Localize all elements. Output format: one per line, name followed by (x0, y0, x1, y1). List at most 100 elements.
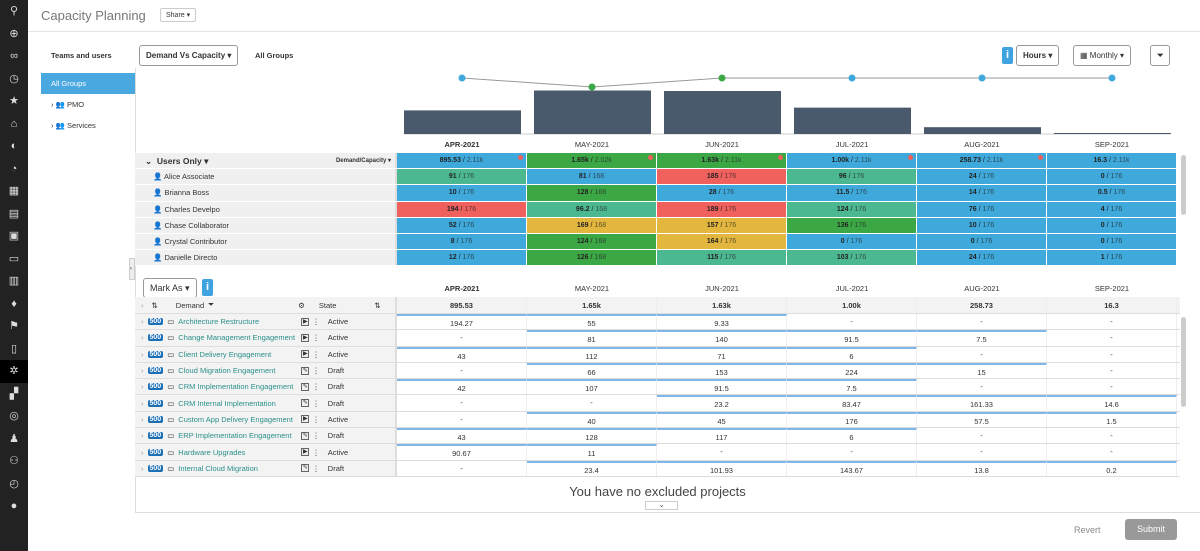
capacity-cell[interactable]: 124 / 168 (527, 233, 657, 250)
demand-value-cell[interactable]: 45 (657, 411, 787, 428)
demand-value-cell[interactable]: 23.2 (657, 395, 787, 411)
demand-value-cell[interactable]: - (397, 395, 527, 411)
capacity-cell[interactable]: 1.65k / 2.02k (527, 153, 657, 169)
demand-value-cell[interactable]: 176 (787, 411, 917, 428)
demand-value-cell[interactable]: 81 (527, 330, 657, 346)
capacity-cell[interactable]: 157 / 176 (657, 217, 787, 233)
more-icon[interactable]: ⋮ (312, 398, 320, 408)
demand-value-cell[interactable]: 90.67 (397, 444, 527, 460)
capacity-cell[interactable]: 81 / 168 (527, 169, 657, 185)
more-icon[interactable]: ⋮ (312, 431, 320, 441)
demand-value-cell[interactable]: - (527, 395, 657, 411)
report-icon[interactable]: ▯ (10, 342, 18, 355)
demand-value-cell[interactable]: - (397, 330, 527, 346)
more-icon[interactable]: ⋮ (312, 463, 320, 473)
demand-value-cell[interactable]: 71 (657, 346, 787, 362)
capacity-cell[interactable]: 115 / 176 (657, 250, 787, 266)
capacity-cell[interactable]: 96 / 176 (787, 169, 917, 185)
team-item-all-groups[interactable]: All Groups (41, 73, 135, 94)
project-link[interactable]: ERP Implementation Engagement (178, 431, 292, 441)
expand-icon[interactable]: › (141, 349, 144, 359)
demand-value-cell[interactable]: - (657, 444, 787, 460)
demand-value-cell[interactable]: 55 (527, 314, 657, 330)
pie-icon[interactable]: ◔ (10, 162, 18, 175)
edit-icon[interactable]: ✎ (301, 366, 310, 375)
capacity-cell[interactable]: 28 / 176 (657, 185, 787, 201)
demand-value-cell[interactable]: - (917, 444, 1047, 460)
project-link[interactable]: CRM Implementation Engagement (178, 382, 294, 392)
demand-value-cell[interactable]: 7.5 (917, 330, 1047, 346)
demand-value-cell[interactable]: 42 (397, 379, 527, 395)
demand-value-cell[interactable]: 140 (657, 330, 787, 346)
view-select[interactable]: Demand Vs Capacity ▾ (139, 45, 239, 66)
more-icon[interactable]: ⋮ (312, 382, 320, 392)
expand-icon[interactable]: › (141, 431, 144, 441)
capacity-cell[interactable]: 136 / 176 (787, 217, 917, 233)
target-icon[interactable]: ◎ (9, 410, 19, 422)
capacity-cell[interactable]: 91 / 176 (397, 169, 527, 185)
mark-as-button[interactable]: Mark As ▾ (143, 278, 197, 298)
timer-icon[interactable]: ◴ (9, 477, 19, 490)
project-link[interactable]: Client Delivery Engagement (178, 349, 272, 359)
project-link[interactable]: Change Management Engagement (178, 333, 296, 343)
demand-value-cell[interactable]: 11 (527, 444, 657, 460)
demand-value-cell[interactable]: 128 (527, 428, 657, 444)
capacity-cell[interactable]: 24 / 176 (917, 250, 1047, 266)
demand-value-cell[interactable]: 9.33 (657, 314, 787, 330)
demand-value-cell[interactable]: 14.6 (1047, 395, 1177, 411)
more-icon[interactable]: ⋮ (312, 414, 320, 424)
capacity-cell[interactable]: 24 / 176 (917, 169, 1047, 185)
capacity-cell[interactable]: 96.2 / 168 (527, 201, 657, 217)
demand-value-cell[interactable]: 83.47 (787, 395, 917, 411)
demand-value-cell[interactable]: 23.4 (527, 460, 657, 476)
user-name[interactable]: 👤 Alice Associate (135, 169, 397, 185)
demand-value-cell[interactable]: 117 (657, 428, 787, 444)
capacity-cell[interactable]: 1 / 176 (1047, 250, 1177, 266)
star-icon[interactable]: ★ (9, 95, 19, 107)
sort-icon[interactable]: ⇅ (374, 300, 381, 310)
user-name[interactable]: 👤 Brianna Boss (135, 185, 397, 201)
demand-value-cell[interactable]: 43 (397, 346, 527, 362)
building-icon[interactable]: ▦ (8, 185, 20, 197)
demand-value-cell[interactable]: 7.5 (787, 379, 917, 395)
user-name[interactable]: 👤 Chase Collaborator (135, 217, 397, 233)
gear-icon[interactable]: ⚙ (298, 300, 305, 310)
demand-value-cell[interactable]: - (397, 460, 527, 476)
capacity-cell[interactable]: 10 / 176 (917, 217, 1047, 233)
team-item-services[interactable]: › 👥 Services (51, 121, 96, 130)
more-icon[interactable]: ⋮ (312, 366, 320, 376)
capacity-cell[interactable]: 76 / 176 (917, 201, 1047, 217)
demand-value-cell[interactable]: 91.5 (657, 379, 787, 395)
demand-value-cell[interactable]: 143.67 (787, 460, 917, 476)
demand-value-cell[interactable]: 91.5 (787, 330, 917, 346)
demand-value-cell[interactable]: - (1047, 428, 1177, 444)
home-icon[interactable]: ⌂ (10, 117, 18, 130)
demand-value-cell[interactable]: - (1047, 444, 1177, 460)
expand-icon[interactable]: › (141, 414, 144, 424)
demand-value-cell[interactable]: - (917, 346, 1047, 362)
project-link[interactable]: CRM Internal Implementation (178, 398, 276, 408)
info-icon[interactable]: i (1002, 47, 1013, 64)
play-icon[interactable]: ▶ (301, 448, 310, 457)
infinity-icon[interactable]: ∞ (10, 50, 18, 62)
demand-value-cell[interactable]: - (787, 444, 917, 460)
logo-icon[interactable]: ⚲ (9, 5, 19, 17)
demand-value-cell[interactable]: - (787, 314, 917, 330)
demand-value-cell[interactable]: - (917, 428, 1047, 444)
expand-icon[interactable]: › (141, 382, 144, 392)
demand-value-cell[interactable]: 224 (787, 362, 917, 379)
capacity-cell[interactable]: 189 / 176 (657, 201, 787, 217)
capacity-cell[interactable]: 895.53 / 2.11k (397, 153, 527, 169)
expand-icon[interactable]: › (141, 333, 144, 343)
capacity-cell[interactable]: 0.5 / 176 (1047, 185, 1177, 201)
capacity-cell[interactable]: 1.00k / 2.11k (787, 153, 917, 169)
measure-select[interactable]: Demand/Capacity ▾ (335, 158, 391, 164)
demand-value-cell[interactable]: 57.5 (917, 411, 1047, 428)
capacity-cell[interactable]: 10 / 176 (397, 185, 527, 201)
scrollbar[interactable] (1181, 317, 1186, 407)
capacity-cell[interactable]: 0 / 176 (1047, 217, 1177, 233)
demand-value-cell[interactable]: - (1047, 314, 1177, 330)
capacity-cell[interactable]: 164 / 176 (657, 233, 787, 250)
period-select[interactable]: ▦ Monthly ▾ (1073, 45, 1132, 66)
capacity-icon[interactable]: ✲ (0, 360, 28, 383)
